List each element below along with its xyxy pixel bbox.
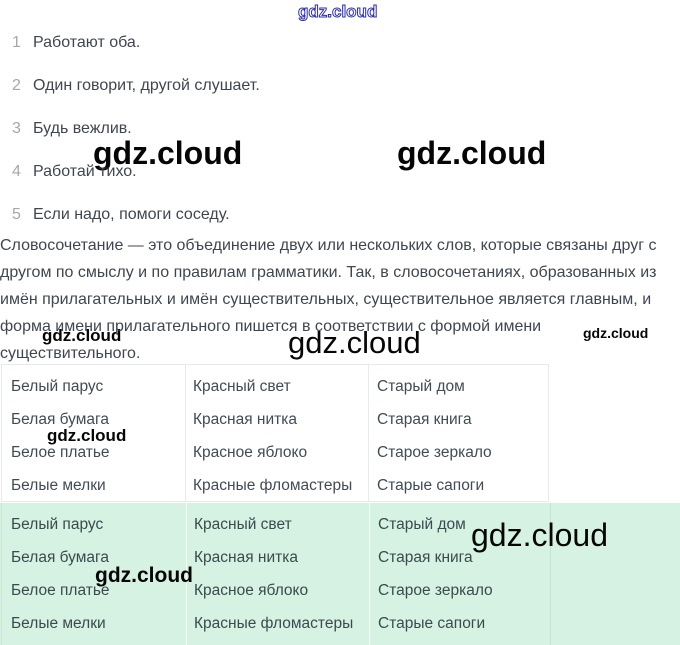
definition-paragraph: Словосочетание — это объединение двух ил… xyxy=(0,232,680,367)
list-item: 5 Если надо, помоги соседу. xyxy=(0,205,230,225)
table-cell: Белые мелки xyxy=(11,614,106,632)
table-cell: Старый дом xyxy=(378,515,466,533)
table-cell: Белая бумага xyxy=(11,410,109,428)
table-cell: Старая книга xyxy=(378,548,473,566)
watermark-list-left: gdz.cloud xyxy=(93,135,243,171)
paragraph-line: Словосочетание — это объединение двух ил… xyxy=(0,237,657,254)
list-item-number: 4 xyxy=(12,163,21,180)
table-cell: Белая бумага xyxy=(11,548,109,566)
phrase-table: Белый парус Белая бумага Белое платье Бе… xyxy=(1,364,549,502)
highlighted-answer-band: Белый парус Белая бумага Белое платье Бе… xyxy=(0,503,680,645)
table-column-red: Красный свет Красная нитка Красное яблок… xyxy=(185,365,368,502)
table-cell: Белое платье xyxy=(11,443,110,461)
table-column-red: Красный свет Красная нитка Красное яблок… xyxy=(186,503,369,645)
list-item-text: Работают оба. xyxy=(33,34,141,51)
table-column-white: Белый парус Белая бумага Белое платье Бе… xyxy=(2,365,185,502)
paragraph-line: форма имени прилагательного пишется в со… xyxy=(0,318,542,335)
table-cell: Старый дом xyxy=(377,377,465,395)
paragraph-line: существительного. xyxy=(0,345,141,362)
list-item: 1 Работают оба. xyxy=(0,33,140,53)
list-item-text: Один говорит, другой слушает. xyxy=(33,77,260,94)
table-column-white: Белый парус Белая бумага Белое платье Бе… xyxy=(2,503,186,645)
table-cell: Старые сапоги xyxy=(378,614,486,632)
list-item: 4 Работай тихо. xyxy=(0,162,137,182)
table-cell: Старые сапоги xyxy=(377,476,485,494)
watermark-paragraph-right: gdz.cloud xyxy=(583,325,649,341)
watermark-paragraph-center: gdz.cloud xyxy=(288,325,421,360)
list-item: 2 Один говорит, другой слушает. xyxy=(0,76,260,96)
paragraph-line: другом по смыслу и по правилам грамматик… xyxy=(0,264,657,281)
table-cell: Белый парус xyxy=(11,515,104,533)
list-item-number: 1 xyxy=(12,34,21,51)
table-cell: Старое зеркало xyxy=(378,581,493,599)
watermark-green-medium: gdz.cloud xyxy=(95,564,193,587)
table-cell: Белое платье xyxy=(11,581,110,599)
list-item-text: Работай тихо. xyxy=(33,163,137,180)
table-cell: Красный свет xyxy=(194,515,292,533)
list-item-text: Будь вежлив. xyxy=(33,120,132,137)
table-cell: Старое зеркало xyxy=(377,443,492,461)
watermark-paragraph-left: gdz.cloud xyxy=(42,326,122,345)
phrase-table-highlighted: Белый парус Белая бумага Белое платье Бе… xyxy=(1,503,551,645)
watermark-table: gdz.cloud xyxy=(47,426,127,445)
table-cell: Красная нитка xyxy=(193,410,297,428)
table-column-old: Старый дом Старая книга Старое зеркало С… xyxy=(369,503,550,645)
list-item-number: 5 xyxy=(12,206,21,223)
table-cell: Белые мелки xyxy=(11,476,106,494)
table-cell: Красные фломастеры xyxy=(194,614,354,632)
table-cell: Красный свет xyxy=(193,377,291,395)
paragraph-line: имён прилагательных и имён существительн… xyxy=(0,291,652,308)
watermark-list-right: gdz.cloud xyxy=(397,135,547,171)
table-cell: Белый парус xyxy=(11,377,104,395)
watermark-top: gdz.cloud xyxy=(297,2,378,21)
table-column-old: Старый дом Старая книга Старое зеркало С… xyxy=(368,365,548,502)
list-item-number: 3 xyxy=(12,120,21,137)
watermark-green-big: gdz.cloud xyxy=(471,517,608,553)
list-item: 3 Будь вежлив. xyxy=(0,119,132,139)
list-item-number: 2 xyxy=(12,77,21,94)
list-item-text: Если надо, помоги соседу. xyxy=(33,206,230,223)
table-cell: Старая книга xyxy=(377,410,472,428)
table-cell: Красное яблоко xyxy=(194,581,309,599)
table-cell: Красная нитка xyxy=(194,548,298,566)
table-cell: Красное яблоко xyxy=(193,443,308,461)
table-cell: Красные фломастеры xyxy=(193,476,353,494)
